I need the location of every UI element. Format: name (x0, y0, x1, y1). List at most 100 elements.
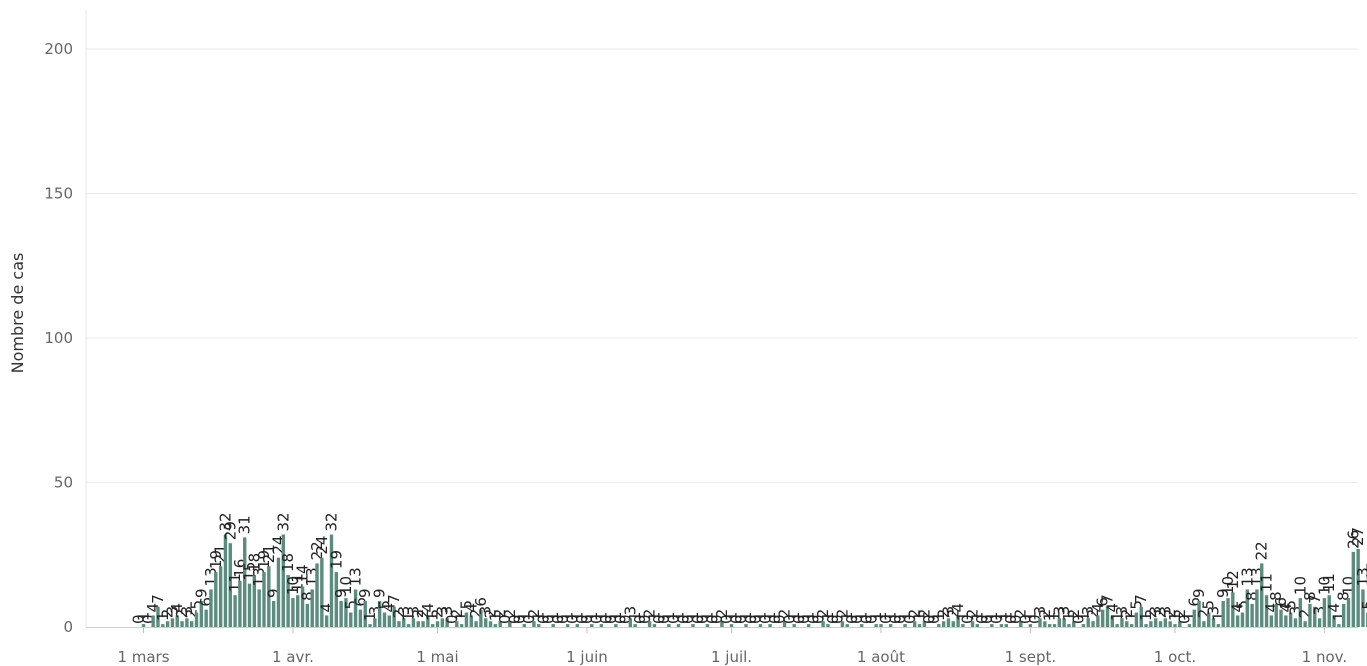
bar (1240, 612, 1245, 627)
bar (320, 557, 324, 627)
x-tick-label: 1 avr. (272, 648, 314, 666)
bar-value-label: 31 (236, 515, 254, 534)
bar-value-label: 6 (351, 597, 369, 607)
bar-value-label: 8 (1301, 591, 1319, 601)
bar-value-label: 0 (862, 614, 880, 624)
bar-value-label: 0 (973, 614, 991, 624)
bar (888, 624, 893, 627)
bar (792, 624, 796, 627)
bar-value-label: 0 (139, 614, 157, 624)
bar (421, 621, 425, 627)
bar-value-label: 3 (621, 606, 639, 616)
bar (1187, 624, 1192, 627)
bar (1028, 624, 1033, 627)
bar-value-label: 0 (1007, 614, 1025, 624)
bar (262, 572, 266, 627)
bar (705, 624, 710, 627)
bar (961, 624, 965, 627)
bar-value-label: 1 (1166, 612, 1184, 622)
bar (1197, 600, 1201, 627)
bar (1139, 606, 1143, 627)
bar-value-label: 0 (588, 614, 606, 624)
bar (1067, 624, 1071, 627)
bar-value-label: 3 (1055, 606, 1073, 616)
bar-value-label: 19 (207, 550, 225, 569)
bar-value-label: 27 (1349, 527, 1367, 546)
bar (358, 609, 363, 627)
bar (975, 624, 980, 627)
bar (402, 618, 406, 627)
bar-value-label: 2 (482, 609, 500, 619)
bar-value-label: 4 (1229, 603, 1247, 613)
bar-value-label: 1 (1041, 612, 1059, 622)
bar (459, 624, 464, 627)
bar-value-label: 1 (515, 612, 533, 622)
bar-value-label: 0 (617, 614, 635, 624)
bar-value-label: 0 (727, 614, 745, 624)
bar (922, 621, 927, 627)
bar-value-label: 1 (592, 612, 610, 622)
bar-value-label: 4 (168, 603, 186, 613)
bar-value-label: 0 (804, 614, 822, 624)
bar-value-label: 0 (554, 614, 572, 624)
bar-value-label: 0 (978, 614, 996, 624)
bar (1341, 603, 1346, 627)
x-tick-label: 1 juil. (711, 648, 752, 666)
bar (1192, 609, 1196, 627)
bar-value-label: 0 (520, 614, 538, 624)
bar (349, 612, 353, 627)
bar-value-label: 6 (1094, 597, 1112, 607)
bar-value-label: 5 (188, 600, 206, 610)
bar (281, 534, 285, 627)
bar-value-label: 15 (1364, 562, 1367, 581)
bar (946, 618, 951, 627)
bar-value-label: 4 (318, 603, 336, 613)
bar-value-label: 2 (1195, 609, 1213, 619)
bar-value-label: 0 (1070, 614, 1088, 624)
bar-value-label: 2 (414, 609, 432, 619)
bar-value-label: 2 (1118, 609, 1136, 619)
bar-value-label: 0 (858, 614, 876, 624)
bar (373, 618, 377, 627)
bar-value-label: 0 (636, 614, 654, 624)
bar-value-label: 5 (1127, 600, 1145, 610)
bar-value-label: 1 (838, 612, 856, 622)
bar (537, 624, 541, 627)
bar-value-label: 1 (1180, 612, 1198, 622)
y-tick-label: 0 (63, 618, 73, 636)
bar (1202, 621, 1206, 627)
bar (1245, 589, 1249, 627)
bar (445, 618, 449, 627)
bar (1081, 624, 1086, 627)
bar (1235, 615, 1240, 627)
bar-value-label: 32 (216, 512, 234, 531)
bar (1332, 615, 1336, 627)
bar-value-label: 0 (689, 614, 707, 624)
bar-value-label: 4 (380, 603, 398, 613)
bar-value-label: 21 (260, 544, 278, 563)
bar (879, 624, 883, 627)
bar-value-label: 6 (197, 597, 215, 607)
bar (426, 615, 430, 627)
bar-value-label: 1 (626, 612, 644, 622)
bar-value-label: 0 (665, 614, 683, 624)
bar (170, 618, 175, 627)
bar (628, 618, 633, 627)
bar (223, 534, 228, 627)
bar-value-label: 0 (694, 614, 712, 624)
bar-value-label: 0 (988, 614, 1006, 624)
bar-value-label: 6 (1185, 597, 1203, 607)
bar-value-label: 0 (1026, 614, 1044, 624)
bar-value-label: 0 (747, 614, 765, 624)
bar (267, 566, 271, 627)
bar-value-label: 1 (660, 612, 678, 622)
bar-value-label: 4 (1325, 603, 1343, 613)
bar (1361, 589, 1365, 627)
bar (1163, 618, 1168, 627)
bar-value-label: 2 (906, 609, 924, 619)
bar-value-label: 9 (332, 588, 350, 598)
bar (590, 624, 594, 627)
bar-value-label: 2 (1171, 609, 1189, 619)
bar-value-label: 0 (703, 614, 721, 624)
bar (1115, 624, 1119, 627)
